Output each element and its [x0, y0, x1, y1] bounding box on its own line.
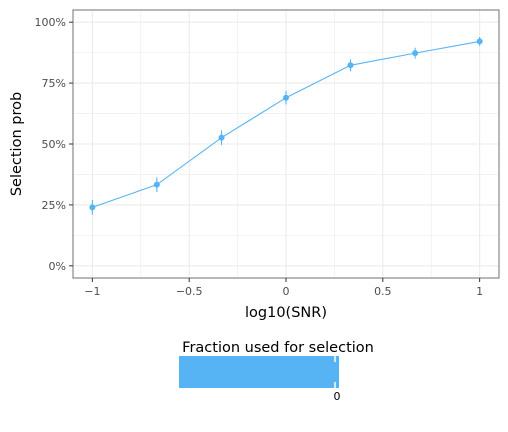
y-tick-label: 25%	[42, 199, 66, 212]
data-point	[218, 134, 225, 141]
data-point	[347, 62, 354, 69]
legend-colorbar	[179, 356, 339, 388]
legend-title: Fraction used for selection	[182, 340, 374, 356]
x-tick-label: 0.5	[374, 285, 392, 298]
y-tick-label: 50%	[42, 138, 66, 151]
x-axis: −1 −0.5 0 0.5 1	[84, 278, 483, 298]
y-tick-label: 0%	[49, 260, 66, 273]
x-tick-label: 0	[283, 285, 290, 298]
y-tick-label: 75%	[42, 77, 66, 90]
x-tick-label: −0.5	[176, 285, 203, 298]
y-axis-title: Selection prob	[9, 92, 25, 196]
x-axis-title: log10(SNR)	[245, 305, 327, 321]
series-layer	[89, 37, 483, 215]
data-point	[476, 38, 483, 45]
x-tick-label: 1	[476, 285, 483, 298]
y-tick-label: 100%	[35, 16, 66, 29]
legend-label-0: 0	[334, 390, 341, 403]
y-axis: 0% 25% 50% 75% 100%	[35, 16, 73, 273]
data-point	[412, 50, 419, 57]
data-point	[153, 181, 160, 188]
data-point	[89, 204, 96, 211]
legend: Fraction used for selection 0	[179, 340, 374, 403]
major-grid	[73, 10, 499, 278]
x-tick-label: −1	[84, 285, 100, 298]
data-point	[283, 94, 289, 101]
